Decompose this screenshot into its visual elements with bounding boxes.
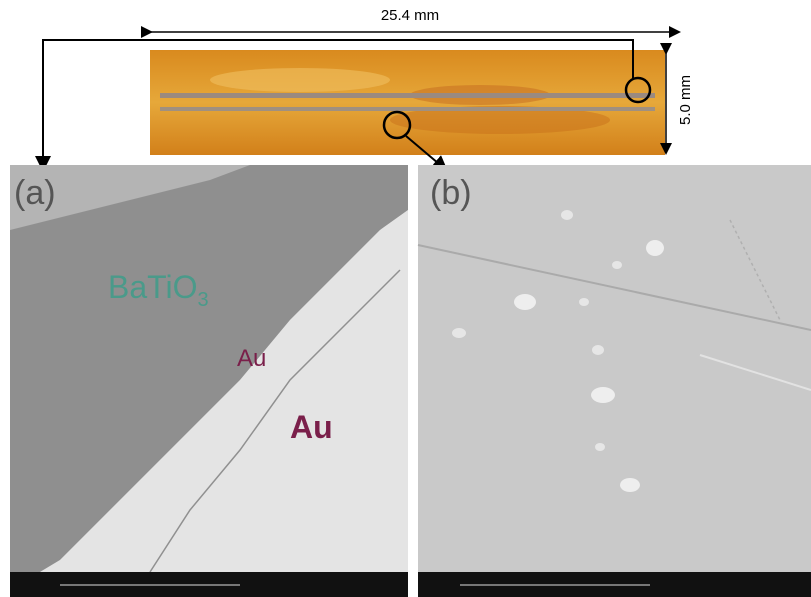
- material-label: BaTiO3: [108, 269, 209, 311]
- sem-image-b: [417, 165, 811, 597]
- sample-photo: [150, 50, 665, 155]
- panel-label: (b): [430, 174, 472, 212]
- layer-label: Au: [290, 409, 333, 445]
- length-label: 25.4 mm: [381, 7, 439, 24]
- callout-circle: [624, 76, 652, 104]
- width-label: 5.0 mm: [677, 75, 694, 125]
- sem-image-a: [10, 165, 408, 597]
- callout-circle: [382, 110, 412, 140]
- material-text: BaTiO: [108, 269, 198, 305]
- layer-label: Au: [237, 345, 266, 372]
- material-subscript: 3: [198, 289, 209, 311]
- callout-arrow: [35, 39, 634, 172]
- panel-label: (a): [14, 174, 56, 212]
- callout-arrow: [405, 135, 449, 172]
